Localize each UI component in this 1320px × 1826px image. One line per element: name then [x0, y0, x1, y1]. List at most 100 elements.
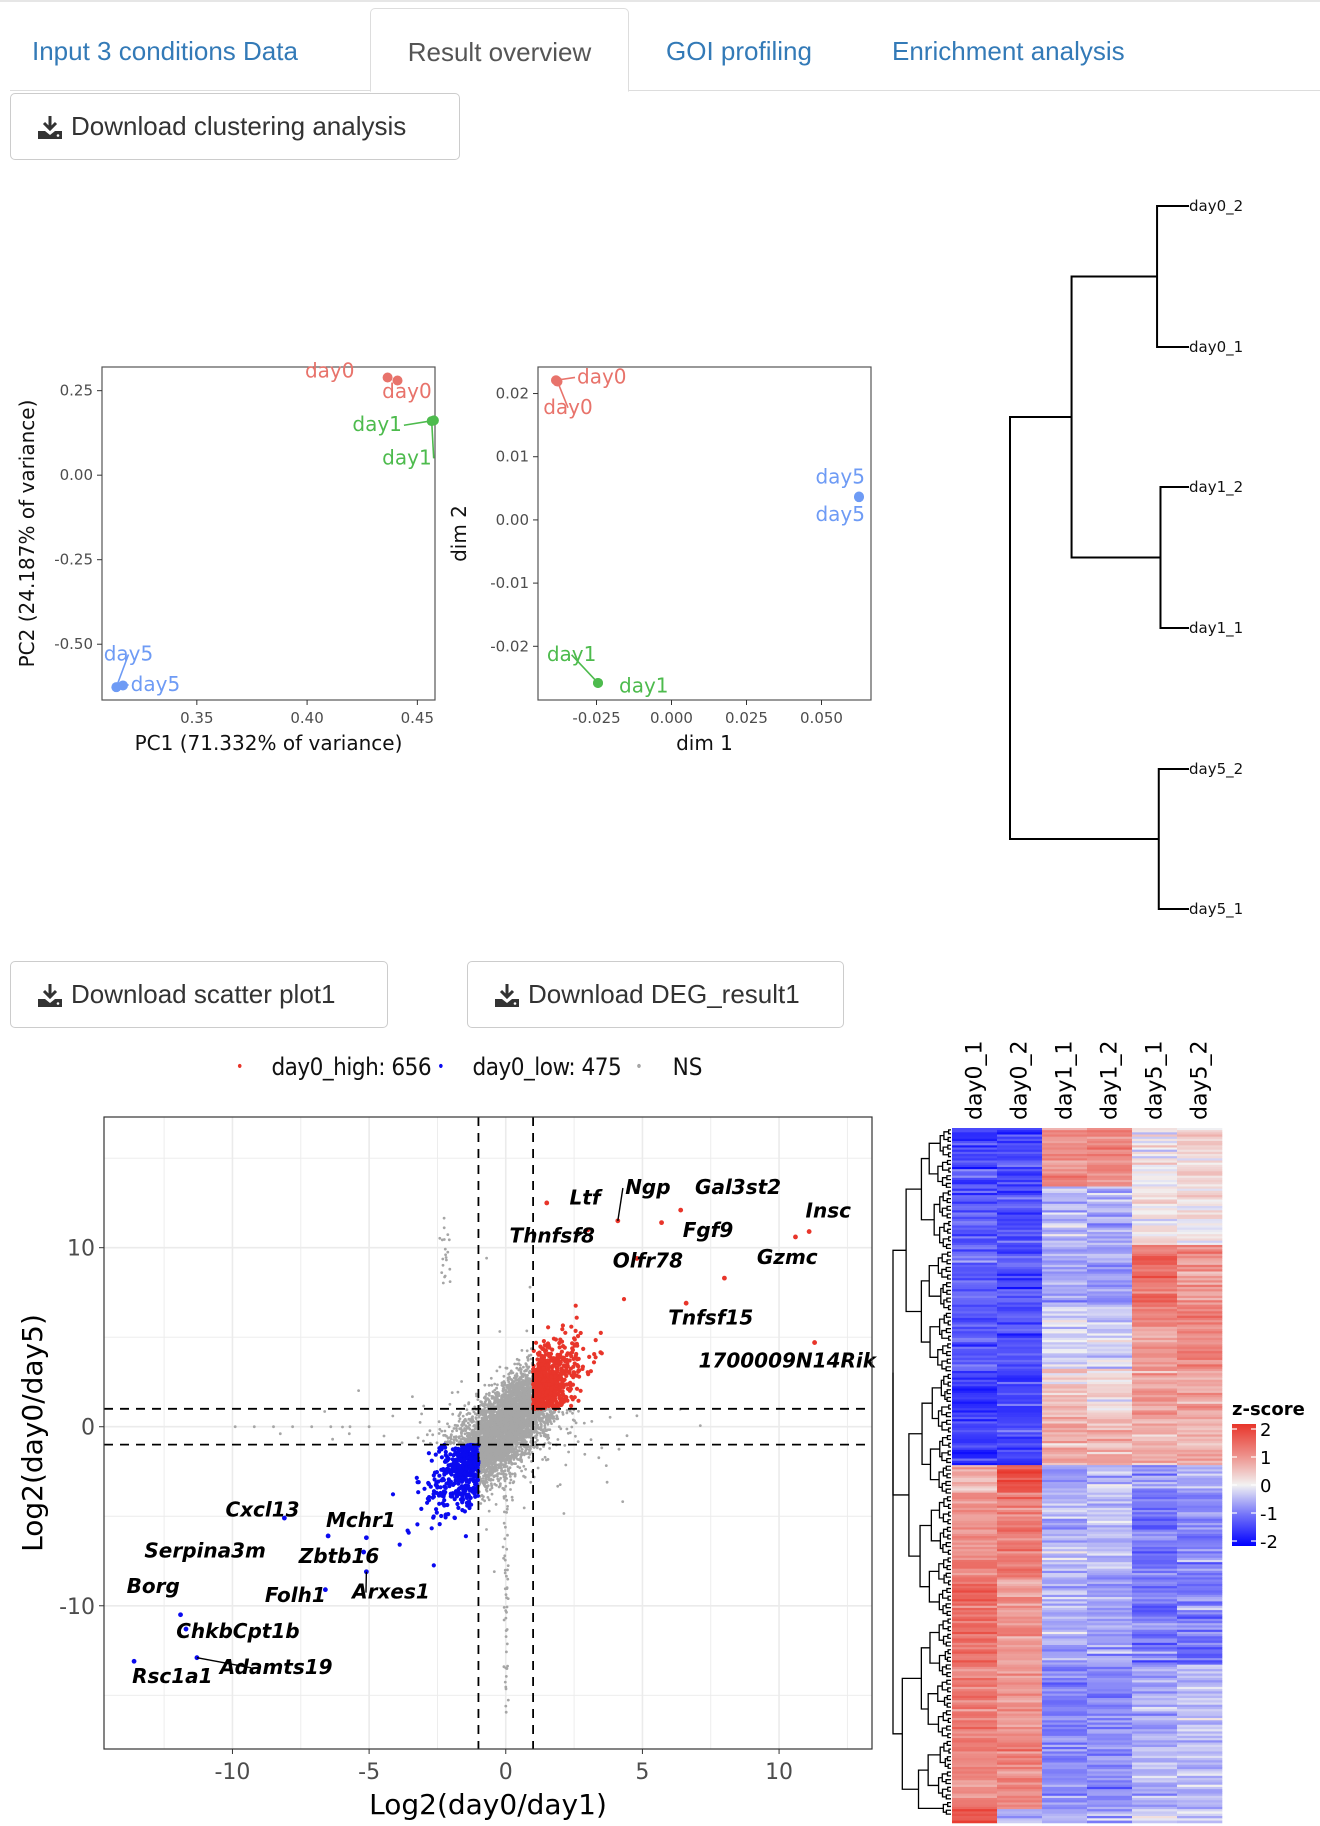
tab-input-data[interactable]: Input 3 conditions Data [32, 36, 298, 66]
ns-point [472, 1410, 476, 1414]
ns-point [559, 1427, 563, 1431]
ns-point [466, 1433, 470, 1436]
ns-point [489, 1424, 493, 1427]
ns-point [503, 1388, 507, 1392]
sample-label-day1: day1 [619, 673, 669, 697]
tab-enrichment-analysis[interactable]: Enrichment analysis [892, 36, 1125, 66]
ns-point [438, 1236, 442, 1240]
ns-point [471, 1436, 475, 1440]
high-point [574, 1386, 580, 1391]
ns-point [518, 1390, 522, 1394]
ns-point [347, 1432, 351, 1436]
y-tick-label: 0.02 [496, 385, 529, 403]
ns-point [493, 1382, 497, 1386]
ns-point [481, 1420, 484, 1424]
ns-point [451, 1429, 454, 1433]
ns-point [463, 1432, 467, 1436]
ns-point [500, 1445, 503, 1449]
ns-point [503, 1469, 507, 1472]
ns-point [528, 1285, 532, 1289]
sample-point-day5 [854, 492, 864, 503]
ns-point [509, 1371, 513, 1375]
ns-point [505, 1394, 509, 1398]
download-deg-button[interactable]: Download DEG_result1 [467, 961, 844, 1028]
ns-point [488, 1419, 492, 1423]
tab-result-overview[interactable]: Result overview [370, 8, 629, 92]
ns-point [505, 1456, 509, 1459]
download-scatter-button[interactable]: Download scatter plot1 [10, 961, 388, 1028]
ns-point [456, 1424, 459, 1427]
ns-point [527, 1377, 531, 1381]
ns-point [494, 1456, 497, 1459]
dendrogram-leaf-label: day1_1 [1189, 619, 1243, 638]
ns-point [525, 1349, 529, 1353]
ns-point [522, 1365, 525, 1369]
high-point [569, 1354, 574, 1359]
x-tick-label: 0.45 [401, 709, 434, 727]
ns-point [458, 1435, 461, 1438]
ns-point [506, 1385, 510, 1388]
ns-point [490, 1463, 494, 1467]
ns-point [514, 1416, 518, 1419]
ns-point [496, 1448, 500, 1452]
ns-point [590, 1420, 594, 1423]
ns-point [509, 1369, 513, 1373]
ns-point [510, 1404, 514, 1408]
ns-point [418, 1421, 422, 1424]
high-point [564, 1357, 570, 1363]
ns-point [541, 1410, 544, 1413]
ns-point [487, 1509, 491, 1513]
ns-point [520, 1349, 524, 1352]
ns-point [448, 1402, 452, 1406]
ns-point [501, 1384, 505, 1388]
ns-point [625, 1434, 629, 1438]
ns-point [483, 1441, 487, 1445]
ns-point [608, 1415, 612, 1419]
ns-point [481, 1429, 484, 1433]
ns-point [485, 1410, 489, 1414]
ns-point [485, 1418, 489, 1422]
ns-point [481, 1482, 485, 1485]
ns-point [487, 1498, 491, 1502]
ns-point [538, 1426, 542, 1430]
ns-point [548, 1419, 552, 1423]
ns-point [440, 1238, 444, 1242]
ns-point [496, 1383, 499, 1387]
ns-point [505, 1418, 509, 1422]
ns-point [460, 1380, 463, 1383]
ns-point [494, 1432, 498, 1435]
ns-point [490, 1383, 494, 1387]
ns-point [516, 1441, 520, 1445]
ns-point [531, 1418, 535, 1422]
ns-point [509, 1435, 513, 1439]
ns-point [488, 1436, 492, 1440]
dendrogram-leaf-label: day0_1 [1189, 338, 1243, 357]
high-point [545, 1341, 551, 1346]
ns-point [528, 1415, 532, 1418]
ns-point [411, 1395, 414, 1399]
ns-point [525, 1369, 528, 1373]
ns-point [446, 1436, 450, 1440]
ns-point [526, 1423, 529, 1427]
ns-point [503, 1554, 507, 1558]
ns-point [506, 1436, 510, 1440]
ns-point [497, 1439, 500, 1443]
dendrogram-leaf-label: day1_2 [1189, 478, 1243, 497]
ns-point [487, 1404, 490, 1408]
ns-point [525, 1388, 528, 1392]
download-clustering-button[interactable]: Download clustering analysis [10, 93, 460, 160]
ns-point [514, 1425, 518, 1429]
high-point [564, 1382, 570, 1387]
ns-point [485, 1489, 489, 1493]
ns-point [541, 1416, 545, 1420]
plot-panel [537, 366, 872, 701]
x-axis-title: PC1 (71.332% of variance) [135, 731, 403, 755]
ns-point [504, 1710, 508, 1714]
ns-point [555, 1414, 559, 1418]
ns-point [490, 1426, 494, 1430]
ns-point [574, 1421, 578, 1425]
ns-point [506, 1453, 509, 1457]
high-point [621, 1297, 627, 1302]
tab-goi-profiling[interactable]: GOI profiling [666, 36, 812, 66]
